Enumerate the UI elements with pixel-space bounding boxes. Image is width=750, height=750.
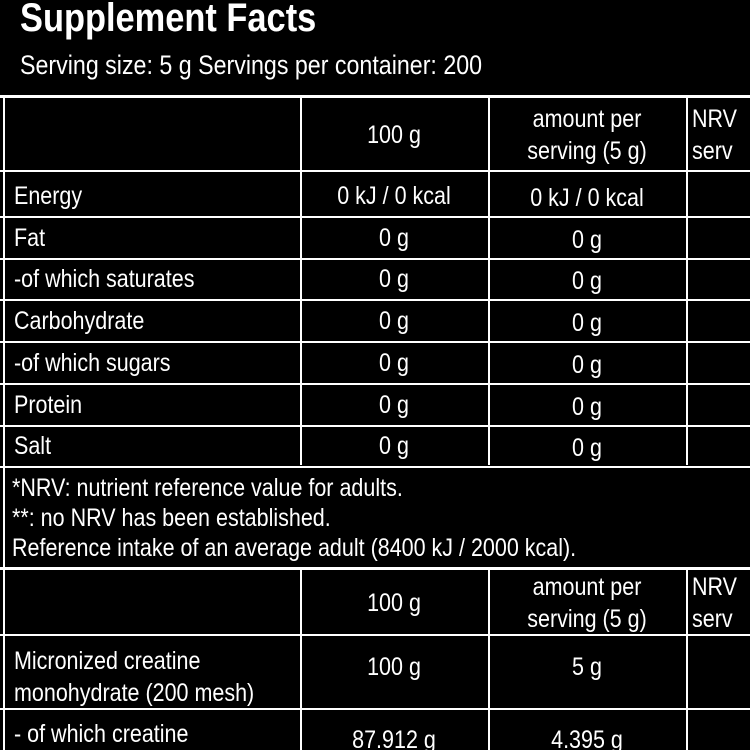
rule	[0, 634, 750, 636]
amount-100g: 0 g	[379, 307, 409, 336]
rule	[0, 424, 750, 427]
nutrient-name: Carbohydrate	[14, 307, 145, 336]
amount-100g: 87.912 g	[352, 726, 436, 750]
rule	[0, 341, 750, 344]
nutrient-name: -of which saturates	[14, 265, 195, 294]
rule	[488, 570, 490, 750]
amount-serving: 5 g	[572, 653, 602, 681]
nutrient-name: Energy	[14, 182, 83, 210]
nutrient-name: Fat	[14, 223, 46, 252]
nutrient-name: Salt	[14, 432, 52, 461]
amount-100g: 0 g	[379, 432, 409, 461]
rule	[0, 708, 750, 710]
column-header: amount per	[532, 573, 642, 601]
amount-100g: 0 g	[379, 223, 409, 252]
column-header: serving (5 g)	[527, 136, 647, 165]
rule	[0, 299, 750, 302]
column-header: 100 g	[367, 120, 421, 149]
rule	[0, 382, 750, 385]
amount-100g: 0 g	[379, 390, 409, 419]
rule	[686, 570, 688, 750]
column-header: serv	[692, 605, 733, 633]
amount-serving: 0 g	[572, 309, 602, 338]
rule	[3, 95, 5, 750]
column-header: amount per	[532, 104, 642, 133]
rule	[0, 466, 750, 469]
ingredient-name: Micronized creatine	[14, 647, 201, 675]
rule	[0, 567, 750, 570]
footnote: *NRV: nutrient reference value for adult…	[12, 474, 403, 502]
ingredient-name: - of which creatine	[14, 720, 189, 748]
serving-info: Serving size: 5 g Servings per container…	[20, 50, 483, 80]
column-header: serving (5 g)	[527, 605, 647, 633]
footnote: Reference intake of an average adult (84…	[12, 534, 577, 562]
rule	[300, 97, 302, 465]
amount-100g: 100 g	[367, 653, 421, 681]
amount-100g: 0 g	[379, 348, 409, 377]
ingredient-name: monohydrate (200 mesh)	[14, 679, 255, 707]
column-header: NRV	[692, 104, 738, 133]
amount-serving: 0 g	[572, 350, 602, 379]
amount-serving: 0 g	[572, 267, 602, 296]
rule	[0, 170, 750, 172]
column-header: NRV	[692, 573, 738, 601]
amount-serving: 4.395 g	[551, 726, 623, 750]
rule	[0, 216, 750, 218]
amount-100g: 0 kJ / 0 kcal	[337, 182, 451, 210]
column-header: 100 g	[367, 589, 421, 617]
column-header: serv	[692, 136, 733, 165]
title: Supplement Facts	[20, 0, 317, 40]
rule	[0, 257, 750, 260]
rule	[488, 97, 490, 465]
amount-serving: 0 kJ / 0 kcal	[530, 184, 644, 212]
rule	[686, 97, 688, 465]
amount-serving: 0 g	[572, 392, 602, 421]
rule	[0, 95, 750, 98]
amount-serving: 0 g	[572, 434, 602, 463]
footnote: **: no NRV has been established.	[12, 504, 331, 532]
nutrient-name: -of which sugars	[14, 348, 171, 377]
amount-100g: 0 g	[379, 265, 409, 294]
amount-serving: 0 g	[572, 225, 602, 254]
rule	[300, 570, 302, 750]
nutrient-name: Protein	[14, 390, 83, 419]
